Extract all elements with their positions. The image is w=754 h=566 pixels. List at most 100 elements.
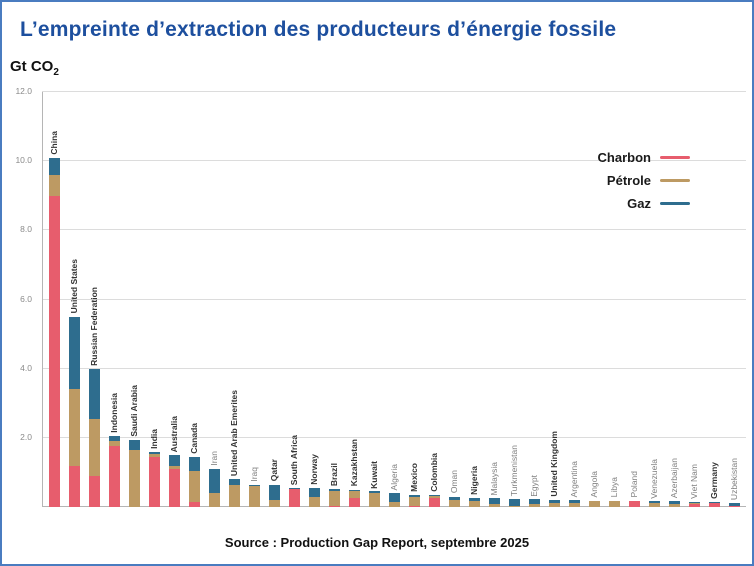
- bar-label: Egypt: [528, 474, 539, 497]
- stacked-bar: [608, 500, 620, 507]
- y-axis-title-text: Gt CO: [10, 58, 54, 75]
- bar-label: Qatar: [268, 459, 279, 482]
- segment-charbon: [288, 489, 300, 507]
- stacked-bar: [548, 500, 560, 507]
- segment-charbon: [68, 465, 80, 507]
- segment-pétrole: [208, 493, 220, 507]
- bar-label: Iran: [208, 451, 219, 466]
- stacked-bar: [68, 316, 80, 507]
- segment-gaz: [48, 157, 60, 175]
- stacked-bar: [88, 368, 100, 507]
- stacked-bar: [468, 498, 480, 507]
- bar-slot-mexico: Mexico: [404, 463, 424, 507]
- stacked-bar: [568, 500, 580, 507]
- stacked-bar: [588, 500, 600, 507]
- bar-label: Venezuela: [648, 458, 659, 499]
- bar-label: Uzbekistan: [728, 457, 739, 500]
- stacked-bar: [268, 484, 280, 507]
- stacked-bar: [708, 502, 720, 507]
- segment-gaz: [348, 489, 360, 492]
- stacked-bar: [288, 488, 300, 507]
- bar-label: Turkmenistan: [508, 445, 519, 497]
- bar-slot-angola: Angola: [584, 471, 604, 507]
- bar-slot-germany: Germany: [704, 462, 724, 507]
- segment-pétrole: [668, 504, 680, 507]
- stacked-bar: [728, 502, 740, 507]
- segment-gaz: [308, 487, 320, 497]
- segment-pétrole: [568, 502, 580, 507]
- segment-gaz: [608, 500, 620, 502]
- bar-slot-kazakhstan: Kazakhstan: [344, 439, 364, 507]
- bar-slot-malaysia: Malaysia: [484, 462, 504, 507]
- segment-charbon: [428, 497, 440, 507]
- stacked-bar: [388, 493, 400, 507]
- segment-gaz: [448, 496, 460, 501]
- bar-label: Indonesia: [108, 393, 119, 434]
- bar-label: Russian Federation: [88, 286, 99, 366]
- bar-label: United Arab Emerites: [228, 390, 239, 477]
- segment-pétrole: [688, 502, 700, 504]
- y-tick-label: 6.0: [20, 293, 32, 304]
- bar-slot-canada: Canada: [184, 423, 204, 507]
- bar-label: Australia: [168, 415, 179, 453]
- bar-label: Germany: [708, 462, 719, 500]
- segment-gaz: [548, 500, 560, 503]
- bar-slot-oman: Oman: [444, 470, 464, 507]
- segment-pétrole: [388, 501, 400, 507]
- segment-pétrole: [348, 491, 360, 499]
- segment-gaz: [248, 484, 260, 487]
- segment-pétrole: [448, 500, 460, 507]
- bar-slot-egypt: Egypt: [524, 475, 544, 507]
- segment-charbon: [728, 506, 740, 507]
- stacked-bar: [648, 501, 660, 507]
- stacked-bar: [108, 436, 120, 507]
- stacked-bar: [128, 439, 140, 507]
- segment-gaz: [408, 494, 420, 497]
- segment-gaz: [288, 488, 300, 490]
- stacked-bar: [188, 456, 200, 507]
- segment-gaz: [428, 494, 440, 496]
- segment-gaz: [168, 455, 180, 467]
- gridline: [42, 229, 746, 231]
- segment-charbon: [688, 503, 700, 507]
- segment-pétrole: [648, 502, 660, 507]
- segment-gaz: [328, 489, 340, 491]
- segment-charbon: [188, 501, 200, 507]
- bar-slot-venezuela: Venezuela: [644, 459, 664, 507]
- bar-label: United States: [68, 259, 79, 314]
- bar-slot-saudi-arabia: Saudi Arabia: [124, 385, 144, 507]
- segment-gaz: [268, 484, 280, 501]
- chart-legend: Charbon Pétrole Gaz: [598, 150, 690, 211]
- segment-pétrole: [68, 389, 80, 466]
- bar-slot-india: India: [144, 429, 164, 507]
- stacked-bar: [488, 498, 500, 507]
- y-axis-line: [42, 92, 43, 507]
- bar-label: Kuwait: [368, 460, 379, 489]
- stacked-bar: [668, 501, 680, 507]
- chart-title: L’empreinte d’extraction des producteurs…: [20, 18, 617, 41]
- bar-label: Nigeria: [468, 466, 479, 496]
- segment-gaz: [188, 456, 200, 471]
- stacked-bar: [228, 479, 240, 507]
- segment-gaz: [488, 498, 500, 504]
- stacked-bar: [168, 455, 180, 507]
- segment-pétrole: [248, 486, 260, 507]
- bar-label: Algeria: [388, 463, 399, 491]
- stacked-bar: [508, 499, 520, 507]
- bar-label: Angola: [588, 471, 599, 498]
- stacked-bar: [688, 501, 700, 507]
- segment-gaz: [128, 439, 140, 450]
- bar-label: Argentina: [568, 460, 579, 498]
- bar-slot-south-africa: South Africa: [284, 435, 304, 507]
- segment-pétrole: [528, 503, 540, 507]
- segment-pétrole: [48, 175, 60, 196]
- bar-slot-kuwait: Kuwait: [364, 461, 384, 507]
- legend-color-charbon: [660, 156, 690, 159]
- bar-label: Mexico: [408, 463, 419, 492]
- bar-label: United Kingdom: [548, 431, 559, 498]
- gridline: [42, 436, 746, 438]
- bar-label: Colombia: [428, 453, 439, 492]
- segment-gaz: [508, 499, 520, 507]
- segment-charbon: [708, 502, 720, 507]
